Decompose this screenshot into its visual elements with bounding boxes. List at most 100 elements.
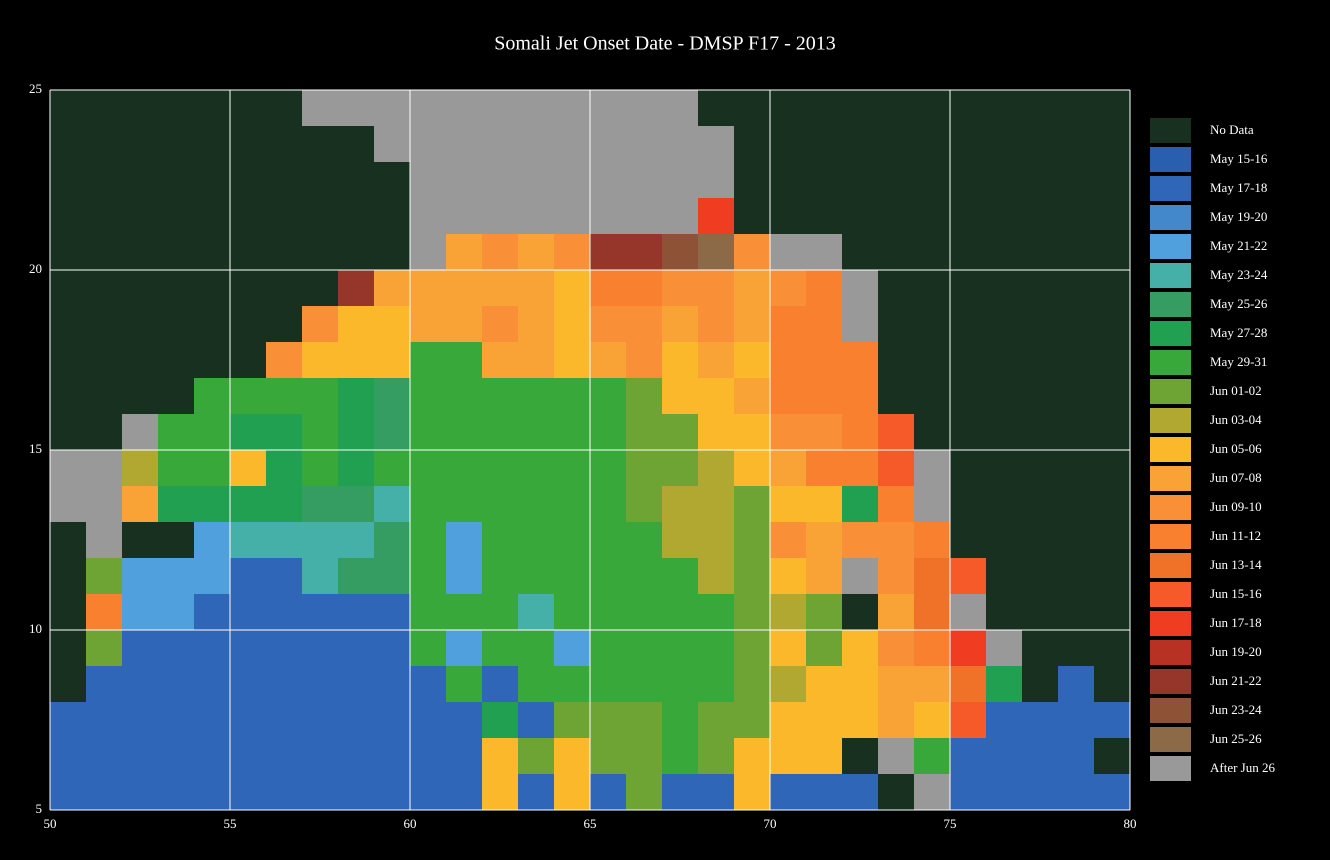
map-cell — [1022, 630, 1059, 667]
map-cell — [338, 90, 375, 127]
map-cell — [842, 342, 879, 379]
map-cell — [1022, 162, 1059, 199]
map-cell — [698, 738, 735, 775]
map-cell — [770, 738, 807, 775]
legend-swatch — [1150, 350, 1191, 375]
map-cell — [302, 162, 339, 199]
map-cell — [842, 774, 879, 811]
map-cell — [338, 702, 375, 739]
x-tick-label: 75 — [944, 816, 957, 831]
map-cell — [590, 666, 627, 703]
map-cell — [842, 270, 879, 307]
map-cell — [446, 594, 483, 631]
map-cell — [698, 306, 735, 343]
map-cell — [374, 270, 411, 307]
map-cell — [482, 666, 519, 703]
map-cell — [986, 234, 1023, 271]
map-cell — [122, 774, 159, 811]
map-cell — [698, 774, 735, 811]
map-cell — [770, 774, 807, 811]
map-cell — [410, 162, 447, 199]
map-cell — [266, 522, 303, 559]
map-cell — [698, 198, 735, 235]
map-cell — [410, 198, 447, 235]
map-cell — [806, 306, 843, 343]
map-cell — [158, 306, 195, 343]
map-cell — [806, 270, 843, 307]
map-cell — [410, 414, 447, 451]
map-cell — [410, 774, 447, 811]
map-cell — [590, 450, 627, 487]
map-cell — [1058, 342, 1095, 379]
map-cell — [122, 414, 159, 451]
map-cell — [806, 702, 843, 739]
map-cell — [482, 234, 519, 271]
map-cell — [158, 90, 195, 127]
map-cell — [410, 450, 447, 487]
map-cell — [86, 558, 123, 595]
map-cell — [86, 522, 123, 559]
map-cell — [734, 774, 771, 811]
map-cell — [554, 270, 591, 307]
legend-swatch — [1150, 698, 1191, 723]
map-cell — [50, 198, 87, 235]
map-cell — [770, 558, 807, 595]
map-cell — [518, 234, 555, 271]
map-cell — [1058, 162, 1095, 199]
map-cell — [1094, 378, 1131, 415]
map-cell — [86, 270, 123, 307]
legend-swatch — [1150, 234, 1191, 259]
map-cell — [590, 702, 627, 739]
chart-title: Somali Jet Onset Date - DMSP F17 - 2013 — [494, 33, 835, 55]
map-cell — [662, 450, 699, 487]
map-cell — [734, 630, 771, 667]
map-cell — [698, 126, 735, 163]
map-cell — [158, 774, 195, 811]
x-tick-label: 70 — [764, 816, 777, 831]
map-cell — [878, 378, 915, 415]
map-cell — [50, 378, 87, 415]
map-cell — [626, 450, 663, 487]
map-cell — [194, 522, 231, 559]
legend-label: Jun 15-16 — [1210, 586, 1262, 601]
map-cell — [1058, 450, 1095, 487]
map-cell — [734, 594, 771, 631]
map-cell — [338, 306, 375, 343]
map-cell — [338, 270, 375, 307]
map-cell — [590, 486, 627, 523]
map-cell — [554, 594, 591, 631]
map-cell — [878, 522, 915, 559]
map-cell — [950, 666, 987, 703]
map-cell — [446, 630, 483, 667]
map-cell — [374, 198, 411, 235]
legend-label: No Data — [1210, 122, 1254, 137]
legend-label: Jun 21-22 — [1210, 673, 1262, 688]
map-cell — [302, 558, 339, 595]
x-tick-label: 55 — [224, 816, 237, 831]
map-cell — [230, 162, 267, 199]
map-cell — [842, 486, 879, 523]
map-cell — [302, 522, 339, 559]
map-cell — [770, 486, 807, 523]
legend-swatch — [1150, 727, 1191, 752]
map-cell — [734, 270, 771, 307]
map-cell — [122, 630, 159, 667]
map-cell — [86, 342, 123, 379]
map-cell — [446, 450, 483, 487]
map-cell — [806, 666, 843, 703]
map-cell — [122, 486, 159, 523]
map-cell — [950, 774, 987, 811]
map-cell — [554, 486, 591, 523]
map-cell — [50, 486, 87, 523]
map-cell — [410, 522, 447, 559]
map-cell — [1022, 774, 1059, 811]
map-cell — [86, 630, 123, 667]
map-cell — [518, 198, 555, 235]
map-cell — [482, 90, 519, 127]
map-cell — [770, 702, 807, 739]
map-cell — [698, 162, 735, 199]
map-cell — [86, 378, 123, 415]
map-cell — [950, 558, 987, 595]
map-cell — [122, 234, 159, 271]
map-cell — [302, 414, 339, 451]
